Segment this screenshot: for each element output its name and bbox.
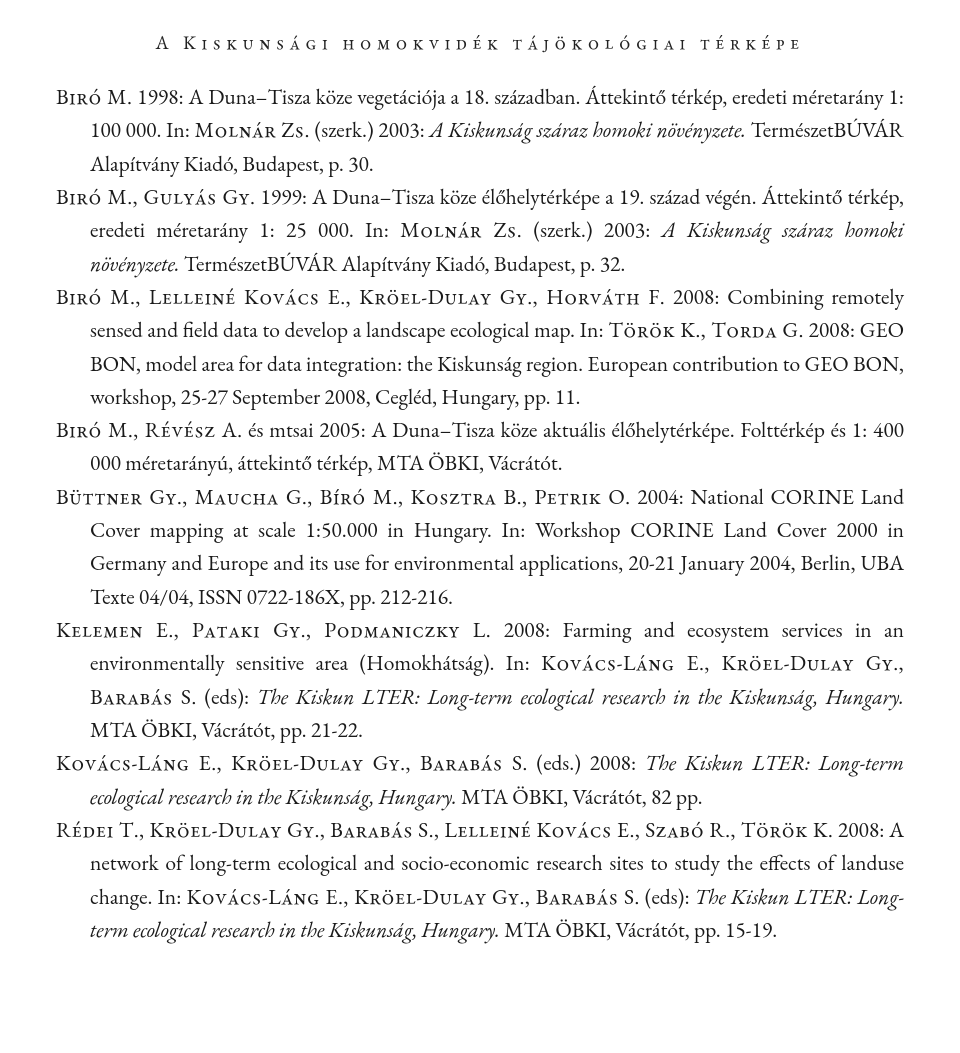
reference-entry: Biró M., Lelleiné Kovács E., Kröel-Dulay… xyxy=(56,281,904,414)
reference-text: (szerk.) 2003: xyxy=(310,116,430,144)
author-names: Kelemen E., Pataki Gy., Podmaniczky L. xyxy=(56,616,491,644)
reference-text: MTA ÖBKI, Vácrátót, 82 pp. xyxy=(457,783,703,811)
reference-entry: Biró M. 1998: A Duna–Tisza köze vegetáci… xyxy=(56,81,904,181)
author-names: Biró M. xyxy=(56,83,132,111)
reference-text: (eds.) 2008: xyxy=(528,749,645,777)
reference-entry: Kovács-Láng E., Kröel-Dulay Gy., Barabás… xyxy=(56,747,904,814)
author-names: Kovács-Láng E., Kröel-Dulay Gy., Barabás… xyxy=(56,749,528,777)
reference-entry: Biró M., Révész A. és mtsai 2005: A Duna… xyxy=(56,414,904,481)
reference-text: TermészetBÚVÁR Alapítvány Kiadó, Budapes… xyxy=(180,250,626,278)
author-names: Biró M., Révész A. xyxy=(56,416,242,444)
reference-text: MTA ÖBKI, Vácrátót, pp. 15-19. xyxy=(500,916,777,944)
author-names: Kovács-Láng E., Kröel-Dulay Gy., Barabás… xyxy=(186,883,639,911)
author-names: Török K., Torda G. xyxy=(608,316,804,344)
reference-entry: Büttner Gy., Maucha G., Bíró M., Kosztra… xyxy=(56,481,904,614)
reference-text: (szerk.) 2003: xyxy=(522,216,661,244)
reference-text: MTA ÖBKI, Vácrátót, pp. 21-22. xyxy=(90,716,363,744)
work-title: The Kiskun LTER: Long-term ecological re… xyxy=(257,683,904,711)
page: A Kiskunsági homokvidék tájökológiai tér… xyxy=(0,0,960,1007)
author-names: Biró M., Lelleiné Kovács E., Kröel-Dulay… xyxy=(56,283,665,311)
running-head: A Kiskunsági homokvidék tájökológiai tér… xyxy=(56,30,904,55)
reference-text: (eds): xyxy=(640,883,695,911)
reference-entry: Biró M., Gulyás Gy. 1999: A Duna–Tisza k… xyxy=(56,181,904,281)
author-names: Biró M., Gulyás Gy. xyxy=(56,183,255,211)
author-names: Büttner Gy., Maucha G., Bíró M., Kosztra… xyxy=(56,483,631,511)
author-names: Molnár Zs. xyxy=(195,116,310,144)
reference-text: (eds): xyxy=(197,683,257,711)
reference-entry: Kelemen E., Pataki Gy., Podmaniczky L. 2… xyxy=(56,614,904,747)
author-names: Rédei T., Kröel-Dulay Gy., Barabás S., L… xyxy=(56,816,833,844)
references-block: Biró M. 1998: A Duna–Tisza köze vegetáci… xyxy=(56,81,904,947)
reference-entry: Rédei T., Kröel-Dulay Gy., Barabás S., L… xyxy=(56,814,904,947)
author-names: Molnár Zs. xyxy=(400,216,522,244)
work-title: A Kiskunság száraz homoki növényzete. xyxy=(429,116,746,144)
